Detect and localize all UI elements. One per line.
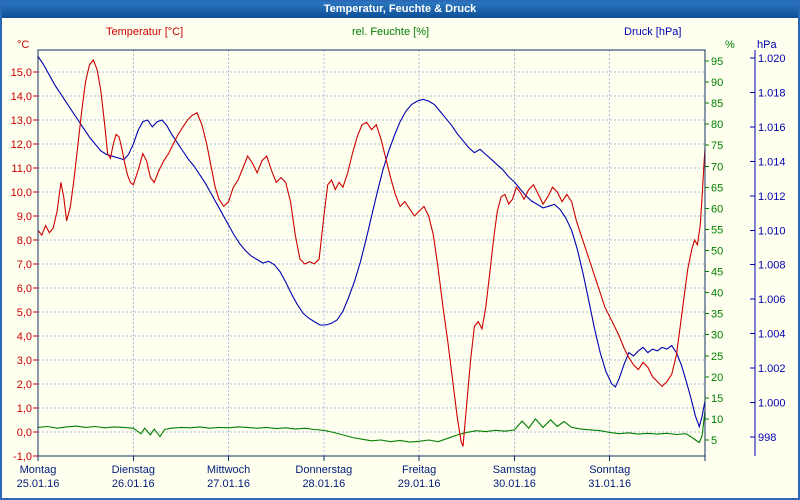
temp-tick-label: 6,0 [17, 283, 32, 295]
humidity-tick-label: 50 [711, 246, 723, 258]
day-date-label: 25.01.16 [17, 478, 60, 490]
humidity-tick-label: 85 [711, 98, 723, 110]
pressure-axis-title: Druck [hPa] [624, 26, 682, 38]
plot-border [37, 49, 706, 457]
temp-tick-label: 3,0 [17, 355, 32, 367]
temp-tick-label: 10,0 [11, 187, 32, 199]
pressure-tick-label: 1.008 [758, 260, 786, 272]
pressure-tick-label: 1.018 [758, 87, 786, 99]
pressure-tick-label: 1.012 [758, 191, 786, 203]
temp-tick-label: 1,0 [17, 403, 32, 415]
humidity-tick-label: 60 [711, 203, 723, 215]
pressure-tick-label: 1.014 [758, 156, 786, 168]
temp-tick-label: 14,0 [11, 91, 32, 103]
humidity-tick-label: 90 [711, 77, 723, 89]
day-name-label: Samstag [493, 464, 536, 476]
day-date-label: 29.01.16 [398, 478, 441, 490]
title-bar: Temperatur, Feuchte & Druck [0, 0, 800, 18]
day-date-label: 27.01.16 [207, 478, 250, 490]
humidity-tick-label: 20 [711, 372, 723, 384]
pressure-unit-label: hPa [757, 39, 777, 51]
temp-tick-label: 5,0 [17, 307, 32, 319]
pressure-series-line [37, 55, 706, 429]
pressure-tick-label: 998 [758, 432, 776, 444]
temp-tick-label: 11,0 [11, 163, 32, 175]
humidity-tick-label: 30 [711, 330, 723, 342]
pressure-tick-label: 1.016 [758, 122, 786, 134]
day-date-label: 28.01.16 [302, 478, 345, 490]
humidity-tick-label: 45 [711, 267, 723, 279]
humidity-tick-label: 10 [711, 414, 723, 426]
temp-tick-label: 4,0 [17, 331, 32, 343]
pressure-tick-label: 1.006 [758, 294, 786, 306]
pressure-tick-label: 1.000 [758, 398, 786, 410]
humidity-series-line [37, 410, 706, 444]
temp-tick-label: 15,0 [11, 67, 32, 79]
temperature-unit-label: °C [17, 39, 30, 51]
humidity-unit-label: % [725, 39, 735, 51]
day-name-label: Dienstag [112, 464, 155, 476]
humidity-tick-label: 70 [711, 161, 723, 173]
humidity-tick-label: 55 [711, 224, 723, 236]
humidity-axis-title: rel. Feuchte [%] [352, 26, 430, 38]
pressure-tick-label: 1.020 [758, 53, 786, 65]
humidity-tick-label: 80 [711, 119, 723, 131]
day-date-label: 26.01.16 [112, 478, 155, 490]
humidity-tick-label: 40 [711, 288, 723, 300]
pressure-tick-label: 1.004 [758, 329, 786, 341]
humidity-tick-label: 5 [711, 435, 717, 447]
temp-tick-label: 2,0 [17, 379, 32, 391]
day-name-label: Freitag [402, 464, 436, 476]
temp-tick-label: 7,0 [17, 259, 32, 271]
temperature-series-line [37, 58, 706, 447]
humidity-tick-label: 75 [711, 140, 723, 152]
temp-tick-label: 12,0 [11, 139, 32, 151]
temp-tick-label: 9,0 [17, 211, 32, 223]
humidity-tick-label: 65 [711, 182, 723, 194]
humidity-tick-label: 35 [711, 309, 723, 321]
pressure-tick-label: 1.010 [758, 225, 786, 237]
temp-tick-label: -1,0 [13, 451, 32, 463]
temperature-axis-title: Temperatur [°C] [106, 26, 184, 38]
day-date-label: 30.01.16 [493, 478, 536, 490]
day-name-label: Mittwoch [207, 464, 250, 476]
window-title: Temperatur, Feuchte & Druck [323, 3, 477, 15]
day-name-label: Donnerstag [295, 464, 352, 476]
humidity-tick-label: 25 [711, 351, 723, 363]
temp-tick-label: 13,0 [11, 115, 32, 127]
day-name-label: Montag [20, 464, 57, 476]
day-date-label: 31.01.16 [588, 478, 631, 490]
day-name-label: Sonntag [589, 464, 630, 476]
humidity-tick-label: 95 [711, 56, 723, 68]
temp-tick-label: 8,0 [17, 235, 32, 247]
temp-tick-label: 0,0 [17, 427, 32, 439]
pressure-tick-label: 1.002 [758, 363, 786, 375]
humidity-tick-label: 15 [711, 393, 723, 405]
